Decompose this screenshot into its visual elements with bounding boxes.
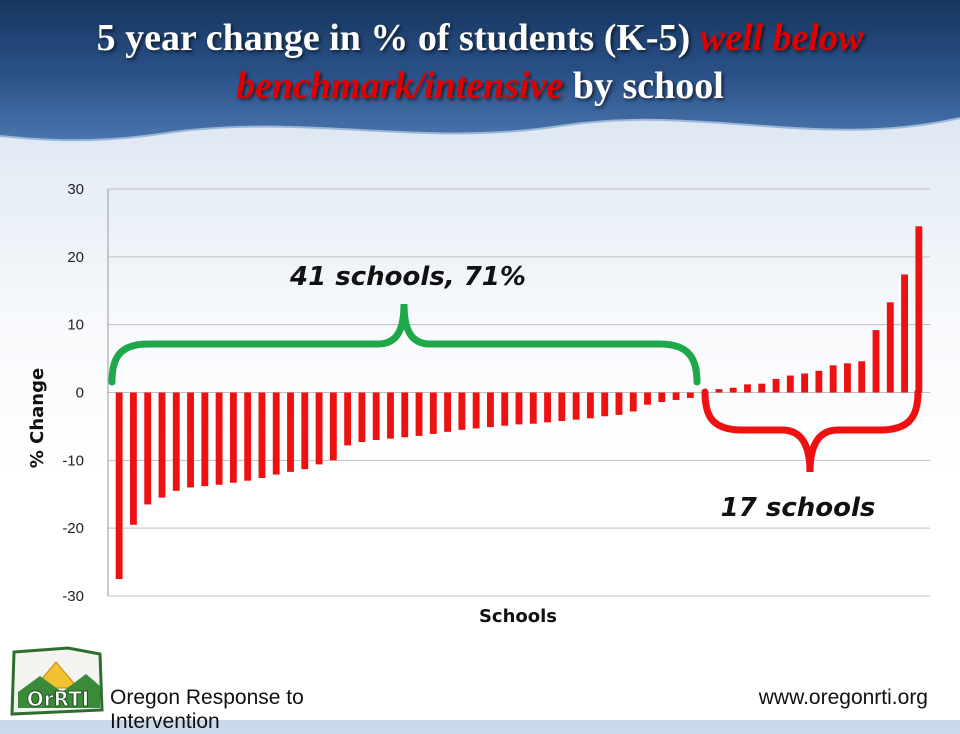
bar-school-44 xyxy=(729,387,737,393)
bar-school-33 xyxy=(572,392,580,420)
slide-header: 5 year change in % of students (K-5) wel… xyxy=(0,0,960,150)
bar-school-13 xyxy=(287,392,294,472)
bar-school-29 xyxy=(515,392,523,425)
bar-school-48 xyxy=(786,375,794,393)
bar-school-4 xyxy=(158,392,166,498)
y-tick-label: -10 xyxy=(62,452,84,469)
bar-school-12 xyxy=(272,392,280,475)
bar-school-51 xyxy=(829,365,837,393)
bar-school-9 xyxy=(229,392,237,483)
bar-school-3 xyxy=(144,392,152,505)
orrti-logo: OrRTI xyxy=(10,646,104,716)
bar-school-2 xyxy=(129,392,137,525)
bar-school-34 xyxy=(586,392,594,419)
bar-school-20 xyxy=(387,392,394,439)
bar-school-14 xyxy=(301,392,309,470)
y-tick-label: -30 xyxy=(62,588,84,605)
bar-school-30 xyxy=(529,392,537,424)
y-tick-label: 10 xyxy=(67,317,84,334)
bar-school-31 xyxy=(544,392,551,423)
y-tick-label: 0 xyxy=(76,385,84,402)
bar-school-36 xyxy=(615,392,623,415)
negative-group-label: 41 schools, 71% xyxy=(289,262,526,292)
bar-school-57 xyxy=(915,226,923,393)
bar-school-32 xyxy=(558,392,566,421)
bar-school-17 xyxy=(344,392,352,446)
bar-school-25 xyxy=(458,392,466,430)
bar-school-55 xyxy=(886,302,894,393)
bar-school-45 xyxy=(744,384,751,393)
bar-school-41 xyxy=(686,392,694,398)
y-tick-label: 20 xyxy=(67,249,84,266)
bar-school-27 xyxy=(487,392,494,428)
bar-school-46 xyxy=(758,383,766,393)
bar-school-6 xyxy=(187,392,194,488)
x-axis-label: Schools xyxy=(479,606,557,627)
bar-school-35 xyxy=(601,392,609,417)
bar-school-16 xyxy=(329,392,337,461)
bar-school-56 xyxy=(901,274,908,393)
y-tick-label: 30 xyxy=(67,181,84,198)
bar-school-52 xyxy=(844,363,851,393)
bar-school-38 xyxy=(644,392,651,405)
bars xyxy=(115,226,923,580)
bar-school-28 xyxy=(501,392,509,426)
bar-school-39 xyxy=(658,392,666,402)
bar-school-26 xyxy=(472,392,480,429)
bar-school-10 xyxy=(244,392,252,481)
bar-school-43 xyxy=(715,389,723,393)
header-banner xyxy=(0,0,960,142)
bar-school-22 xyxy=(415,392,423,436)
title-part-1: 5 year change in % of students (K-5) xyxy=(96,17,691,59)
title-highlight-a: well below xyxy=(699,17,864,59)
bar-school-7 xyxy=(201,392,209,487)
bar-school-50 xyxy=(815,370,823,393)
bar-school-47 xyxy=(772,378,780,393)
bar-school-15 xyxy=(315,392,323,465)
bar-school-21 xyxy=(401,392,409,438)
title-part-2: by school xyxy=(572,65,724,107)
slide-title: 5 year change in % of students (K-5) wel… xyxy=(0,14,960,110)
bar-school-53 xyxy=(858,361,866,393)
bar-school-23 xyxy=(429,392,437,434)
bar-school-37 xyxy=(629,392,637,412)
bar-school-18 xyxy=(358,392,366,443)
y-tick-labels: 30 20 10 0 -10 -20 -30 xyxy=(62,181,84,605)
bar-school-1 xyxy=(115,392,123,580)
bar-school-24 xyxy=(444,392,452,432)
y-axis-label: % Change xyxy=(27,368,48,468)
title-highlight-b: benchmark/intensive xyxy=(236,65,564,107)
positive-group-label: 17 schools xyxy=(721,493,876,523)
bar-school-5 xyxy=(172,392,180,491)
footer-org-name: Oregon Response to Intervention xyxy=(110,686,304,733)
logo-wordmark: OrRTI xyxy=(27,687,89,711)
negative-group-brace xyxy=(108,303,701,386)
footer-website-link[interactable]: www.oregonrti.org xyxy=(758,686,928,709)
y-tick-label: -20 xyxy=(62,520,84,537)
positive-group-brace xyxy=(701,388,922,473)
bar-school-19 xyxy=(372,392,380,440)
bar-school-54 xyxy=(872,330,880,393)
bar-school-8 xyxy=(215,392,223,485)
bar-school-40 xyxy=(672,392,680,400)
bar-school-11 xyxy=(258,392,266,478)
bar-school-49 xyxy=(801,373,809,393)
